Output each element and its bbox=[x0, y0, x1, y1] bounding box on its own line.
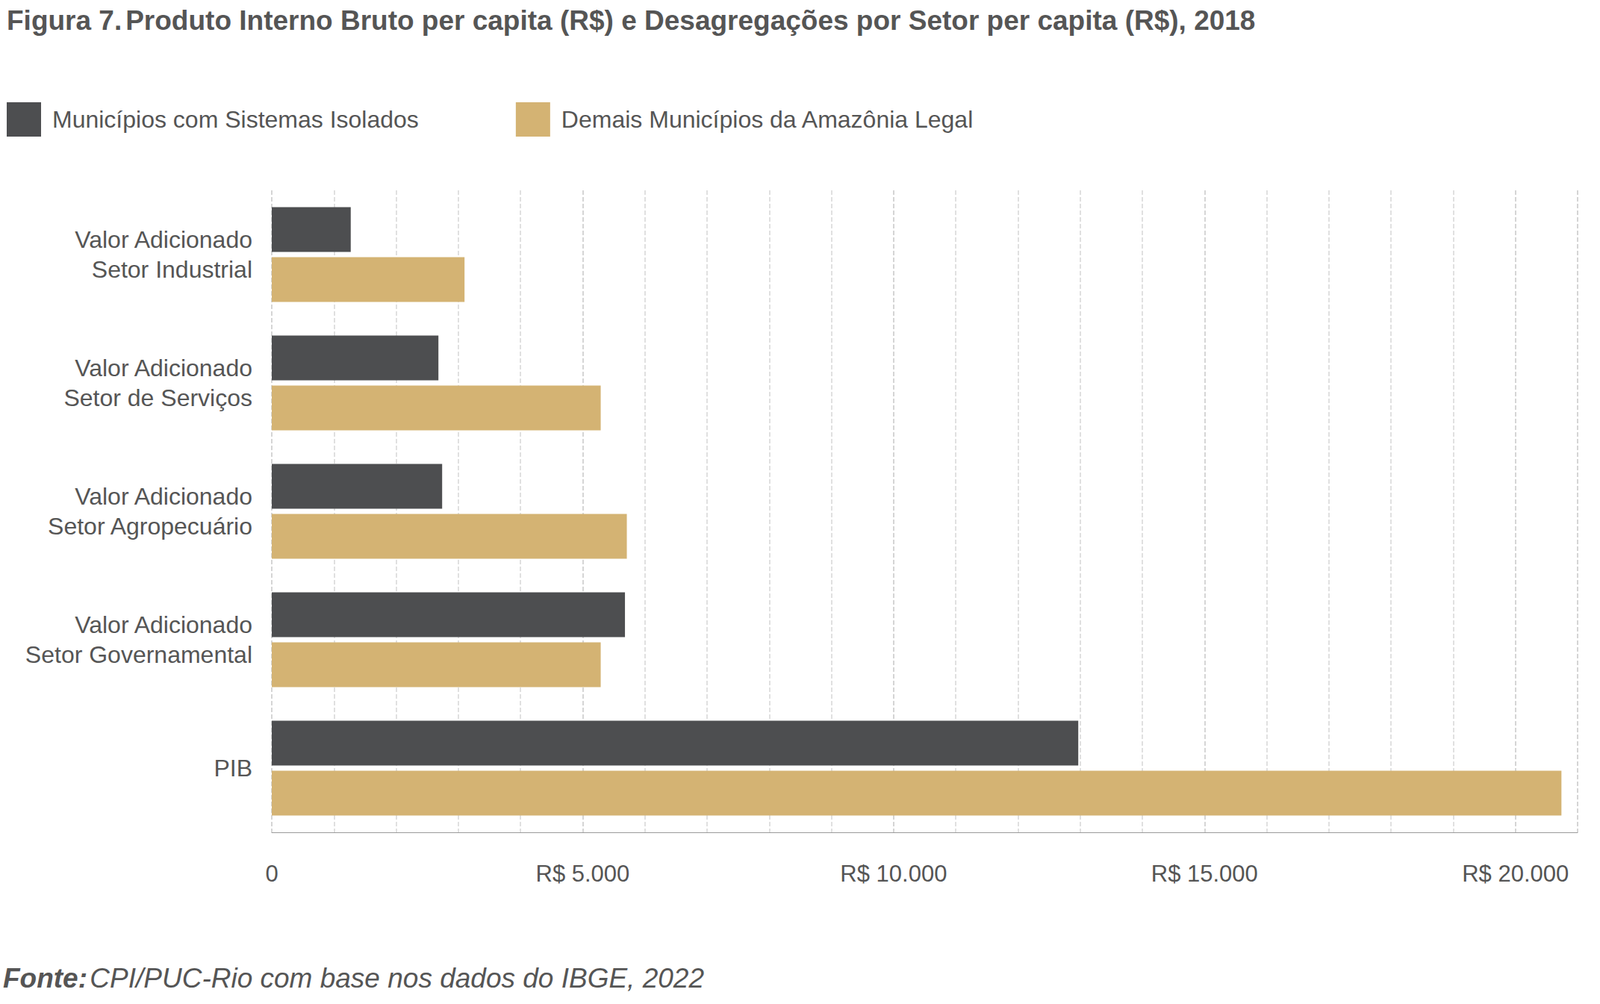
svg-text:CPI/PUC-Rio com base nos dados: CPI/PUC-Rio com base nos dados do IBGE, … bbox=[89, 963, 705, 994]
svg-text:PIB: PIB bbox=[213, 754, 253, 782]
svg-text:R$ 20.000: R$ 20.000 bbox=[1461, 860, 1569, 887]
svg-text:Fonte:: Fonte: bbox=[2, 963, 88, 994]
svg-text:Valor Adicionado: Valor Adicionado bbox=[74, 354, 253, 382]
svg-text:Valor Adicionado: Valor Adicionado bbox=[74, 226, 253, 254]
svg-text:Setor Agropecuário: Setor Agropecuário bbox=[47, 512, 253, 540]
svg-text:Setor de Serviços: Setor de Serviços bbox=[63, 384, 253, 412]
svg-text:Setor Industrial: Setor Industrial bbox=[91, 256, 253, 283]
svg-text:Demais Municípios da Amazônia: Demais Municípios da Amazônia Legal bbox=[561, 106, 973, 133]
svg-text:R$ 10.000: R$ 10.000 bbox=[839, 860, 947, 887]
svg-text:R$ 15.000: R$ 15.000 bbox=[1151, 860, 1259, 887]
svg-text:Produto Interno Bruto per capi: Produto Interno Bruto per capita (R$) e … bbox=[125, 5, 1256, 36]
svg-text:0: 0 bbox=[265, 860, 278, 887]
svg-text:Setor Governamental: Setor Governamental bbox=[25, 641, 253, 669]
svg-text:Valor Adicionado: Valor Adicionado bbox=[74, 483, 253, 510]
svg-text:R$ 5.000: R$ 5.000 bbox=[536, 860, 631, 887]
svg-text:Figura 7.: Figura 7. bbox=[6, 5, 122, 36]
svg-text:Valor Adicionado: Valor Adicionado bbox=[74, 611, 253, 639]
svg-text:Municípios com Sistemas Isolad: Municípios com Sistemas Isolados bbox=[52, 106, 419, 133]
